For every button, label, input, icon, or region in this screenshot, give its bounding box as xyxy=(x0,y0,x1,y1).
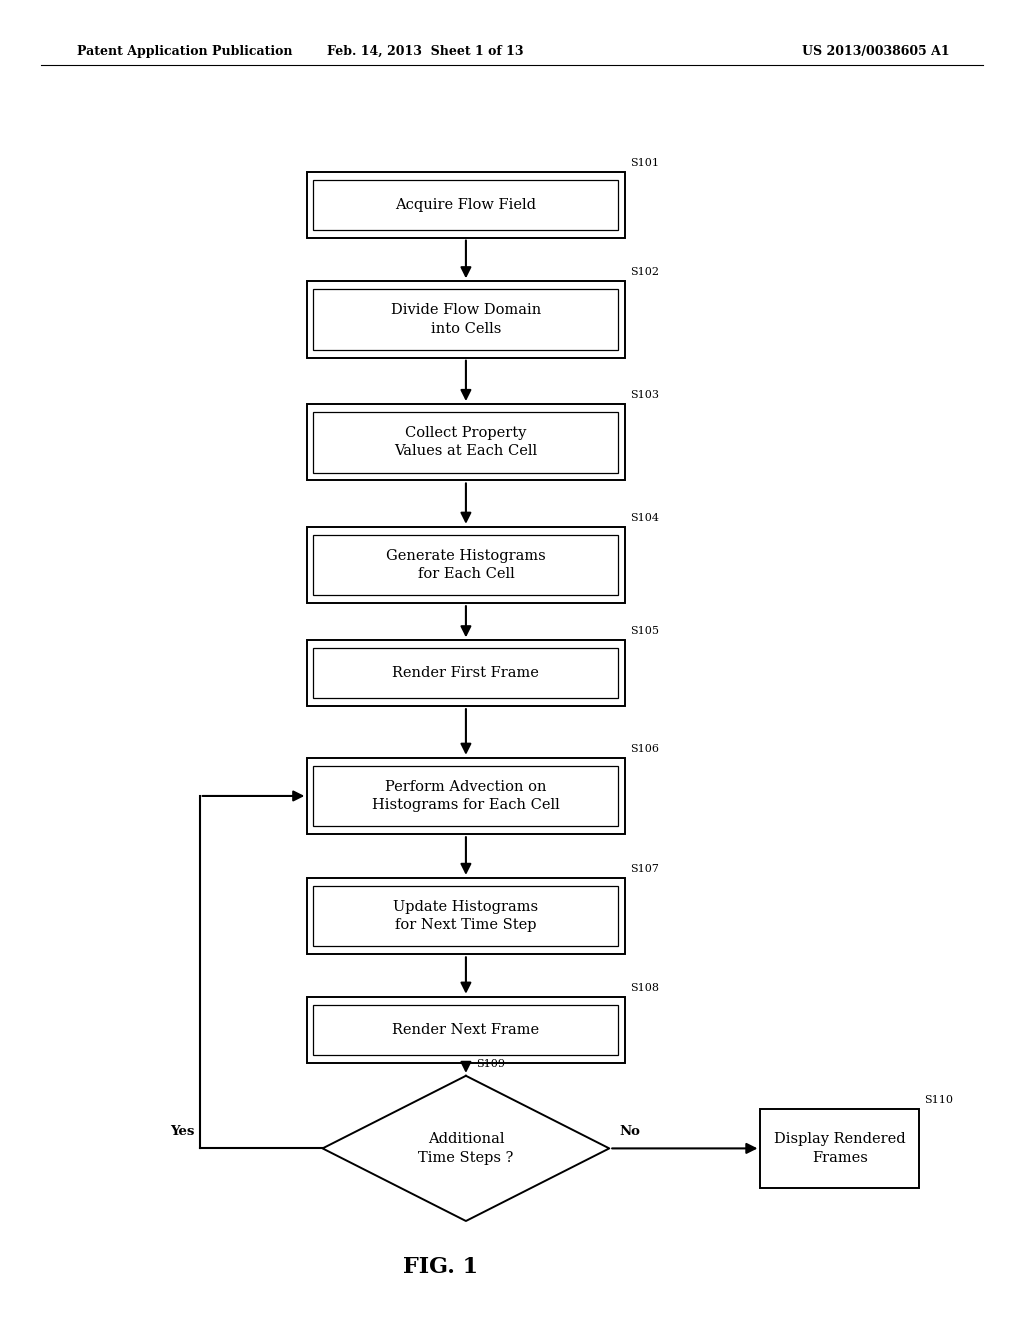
Text: Patent Application Publication: Patent Application Publication xyxy=(77,45,292,58)
Bar xyxy=(760,1109,920,1188)
Text: S104: S104 xyxy=(630,512,658,523)
Bar xyxy=(313,412,618,473)
Text: Acquire Flow Field: Acquire Flow Field xyxy=(395,198,537,211)
Bar xyxy=(313,886,618,946)
Bar xyxy=(307,404,625,480)
Text: S101: S101 xyxy=(630,157,658,168)
Bar xyxy=(307,997,625,1063)
Text: Display Rendered
Frames: Display Rendered Frames xyxy=(774,1133,905,1164)
Text: S109: S109 xyxy=(476,1059,505,1069)
Text: S108: S108 xyxy=(630,982,658,993)
Text: Update Histograms
for Next Time Step: Update Histograms for Next Time Step xyxy=(393,900,539,932)
Text: Perform Advection on
Histograms for Each Cell: Perform Advection on Histograms for Each… xyxy=(372,780,560,812)
Text: S105: S105 xyxy=(630,626,658,636)
Bar xyxy=(313,766,618,826)
Bar xyxy=(307,527,625,603)
Text: FIG. 1: FIG. 1 xyxy=(402,1257,478,1278)
Text: S103: S103 xyxy=(630,389,658,400)
Text: Divide Flow Domain
into Cells: Divide Flow Domain into Cells xyxy=(391,304,541,335)
Bar xyxy=(313,289,618,350)
Text: Generate Histograms
for Each Cell: Generate Histograms for Each Cell xyxy=(386,549,546,581)
Text: S110: S110 xyxy=(924,1094,953,1105)
Bar xyxy=(307,172,625,238)
Bar xyxy=(313,1005,618,1055)
Text: S102: S102 xyxy=(630,267,658,277)
Polygon shape xyxy=(323,1076,609,1221)
Bar xyxy=(307,878,625,954)
Text: Render First Frame: Render First Frame xyxy=(392,667,540,680)
Bar xyxy=(307,281,625,358)
Text: Feb. 14, 2013  Sheet 1 of 13: Feb. 14, 2013 Sheet 1 of 13 xyxy=(327,45,523,58)
Bar xyxy=(313,648,618,698)
Bar xyxy=(307,640,625,706)
Text: Collect Property
Values at Each Cell: Collect Property Values at Each Cell xyxy=(394,426,538,458)
Text: No: No xyxy=(620,1125,640,1138)
Bar xyxy=(307,758,625,834)
Text: Additional
Time Steps ?: Additional Time Steps ? xyxy=(418,1133,514,1164)
Bar xyxy=(313,180,618,230)
Text: S107: S107 xyxy=(630,863,658,874)
Text: Render Next Frame: Render Next Frame xyxy=(392,1023,540,1036)
Bar xyxy=(313,535,618,595)
Text: Yes: Yes xyxy=(170,1125,195,1138)
Text: US 2013/0038605 A1: US 2013/0038605 A1 xyxy=(802,45,949,58)
Text: S106: S106 xyxy=(630,743,658,754)
